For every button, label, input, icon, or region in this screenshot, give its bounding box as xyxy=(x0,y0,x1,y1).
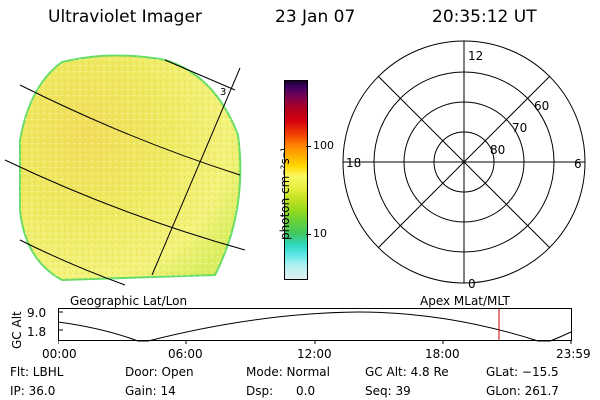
grid-marker-label: 3 xyxy=(220,87,226,98)
altitude-timeline xyxy=(58,308,572,344)
timeline-xtick-0600: 06:00 xyxy=(168,347,203,361)
info-seq: Seq: 39 xyxy=(365,384,411,398)
time-label: 20:35:12 UT xyxy=(432,7,537,27)
colorbar-tick-10 xyxy=(306,234,311,235)
uv-image-panel: 3 xyxy=(4,54,246,286)
geo-panel-label: Geographic Lat/Lon xyxy=(70,294,188,308)
colorbar-label-10: 10 xyxy=(313,227,327,240)
geo-grid-lines xyxy=(4,59,246,286)
mlt-label-0: 0 xyxy=(468,277,476,291)
info-dsp: Dsp: 0.0 xyxy=(246,384,316,398)
apex-panel-label: Apex MLat/MLT xyxy=(420,294,510,308)
info-door: Door: Open xyxy=(125,365,194,379)
mlt-label-18: 18 xyxy=(346,156,361,170)
uv-globe xyxy=(19,54,242,282)
timeline-xtick-1800: 18:00 xyxy=(425,347,460,361)
timeline-ytick-max: 9.0 xyxy=(27,306,47,320)
info-gain: Gain: 14 xyxy=(125,384,176,398)
colorbar xyxy=(284,80,308,280)
timeline-xtick-0000: 00:00 xyxy=(42,347,77,361)
mlat-label-70: 70 xyxy=(512,121,527,135)
mlt-label-12: 12 xyxy=(468,49,483,63)
timeline-ytick-min: 1.8 xyxy=(27,325,47,339)
info-glon: GLon: 261.7 xyxy=(486,384,559,398)
colorbar-label-100: 100 xyxy=(313,139,334,152)
timeline-xtick-2359: 23:59 xyxy=(556,347,591,361)
mlt-label-6: 6 xyxy=(574,157,582,171)
colorbar-tick-100 xyxy=(306,146,311,147)
timeline-xtick-1200: 12:00 xyxy=(297,347,332,361)
info-filter: Flt: LBHL xyxy=(10,365,64,379)
timeline-ylabel: GC Alt xyxy=(10,311,24,349)
instrument-title: Ultraviolet Imager xyxy=(48,7,202,27)
mlat-label-60: 60 xyxy=(534,99,549,113)
info-gc-alt: GC Alt: 4.8 Re xyxy=(365,365,449,379)
colorbar-unit: photon cm⁻²s⁻¹ xyxy=(278,147,292,240)
info-ip: IP: 36.0 xyxy=(10,384,56,398)
info-glat: GLat: −15.5 xyxy=(486,365,559,379)
mlat-label-80: 80 xyxy=(490,143,505,157)
info-mode: Mode: Normal xyxy=(246,365,330,379)
polar-plot: 12 6 0 18 60 70 80 xyxy=(342,40,586,291)
date-label: 23 Jan 07 xyxy=(275,7,356,27)
altitude-curve xyxy=(58,311,572,342)
polar-diagonal-2 xyxy=(377,75,551,249)
